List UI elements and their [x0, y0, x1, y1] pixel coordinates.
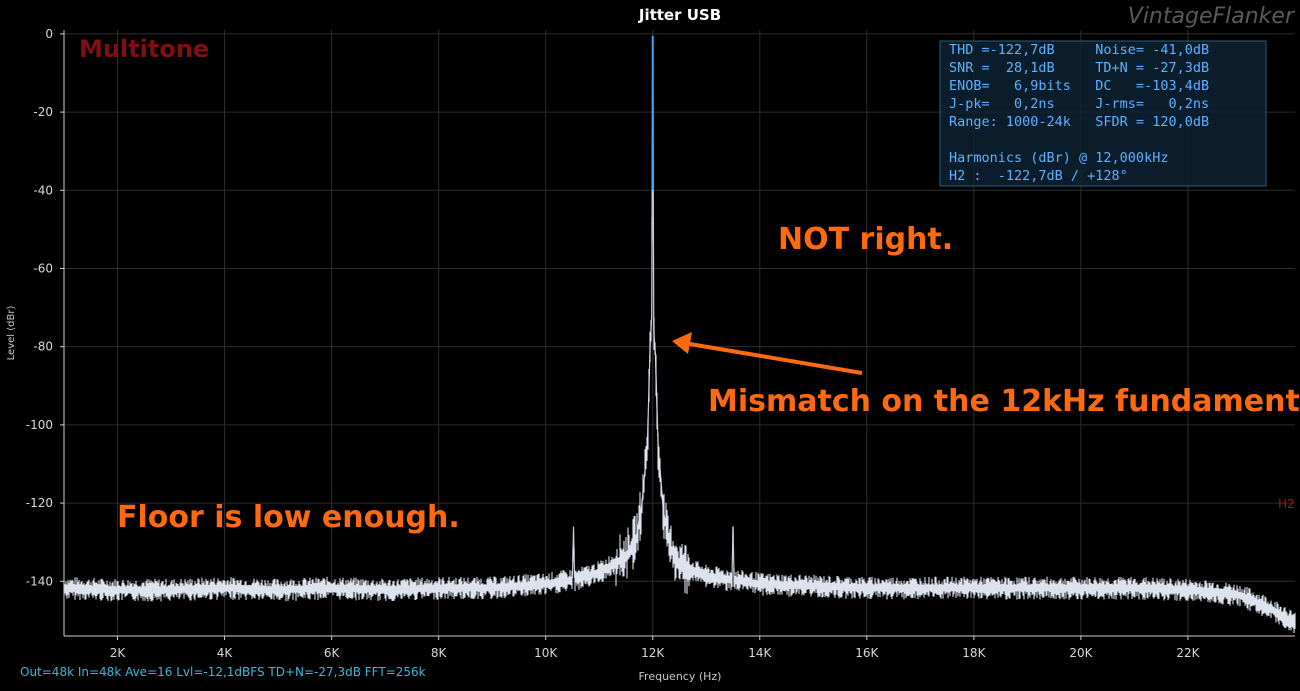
x-tick-label: 22K	[1176, 646, 1200, 660]
x-axis-label: Frequency (Hz)	[639, 670, 722, 683]
y-tick-label: -20	[33, 105, 53, 119]
x-tick-label: 4K	[217, 646, 234, 660]
y-tick-label: -100	[26, 418, 53, 432]
stats-line: Harmonics (dBr) @ 12,000kHz	[949, 150, 1168, 166]
stats-line: H2 : -122,7dB / +128°	[949, 168, 1128, 184]
chart-title: Jitter USB	[638, 6, 721, 24]
x-tick-label: 20K	[1069, 646, 1093, 660]
watermark-text: VintageFlanker	[1128, 4, 1296, 29]
multitone-label: Multitone	[79, 35, 209, 63]
y-tick-label: 0	[45, 27, 53, 41]
x-tick-label: 6K	[324, 646, 341, 660]
spectrum-envelope	[63, 35, 1296, 621]
x-tick-label: 18K	[962, 646, 986, 660]
y-axis-label: Level (dBr)	[6, 306, 17, 361]
annotation-arrow-line	[683, 341, 863, 375]
x-tick-label: 14K	[748, 646, 772, 660]
x-tick-label: 8K	[431, 646, 448, 660]
footer-settings: Out=48k In=48k Ave=16 Lvl=-12,1dBFS TD+N…	[20, 665, 426, 679]
annotation-arrow-head	[672, 332, 692, 354]
spectrum-trace	[63, 35, 1296, 633]
annotation-not-right: NOT right.	[778, 222, 953, 257]
annotation-floor: Floor is low enough.	[117, 500, 460, 535]
y-tick-label: -80	[33, 340, 53, 354]
text-labels: 2K 4K 6K 8K 10K 12K 14K 16K 18K 20K 22K 0 -20 -40 -60 -…	[6, 4, 1300, 683]
y-tick-label: -60	[33, 261, 53, 275]
annotation-mismatch: Mismatch on the 12kHz fundamental.	[708, 384, 1300, 419]
y-tick-label: -40	[33, 183, 53, 197]
stats-line: THD =-122,7dB Noise= -41,0dB	[949, 42, 1209, 58]
stats-line: SNR = 28,1dB TD+N = -27,3dB	[949, 60, 1209, 76]
h2-marker: H2	[1278, 497, 1295, 511]
stats-line: Range: 1000-24k SFDR = 120,0dB	[949, 114, 1209, 130]
stats-line: J-pk= 0,2ns J-rms= 0,2ns	[949, 96, 1209, 112]
y-tick-label: -120	[26, 496, 53, 510]
y-tick-label: -140	[26, 574, 53, 588]
x-tick-label: 10K	[534, 646, 558, 660]
stats-line: ENOB= 6,9bits DC =-103,4dB	[949, 78, 1209, 94]
x-tick-label: 2K	[110, 646, 127, 660]
axes	[60, 30, 1295, 640]
stats-box	[939, 40, 1267, 187]
x-tick-label: 16K	[855, 646, 879, 660]
x-tick-label: 12K	[641, 646, 665, 660]
